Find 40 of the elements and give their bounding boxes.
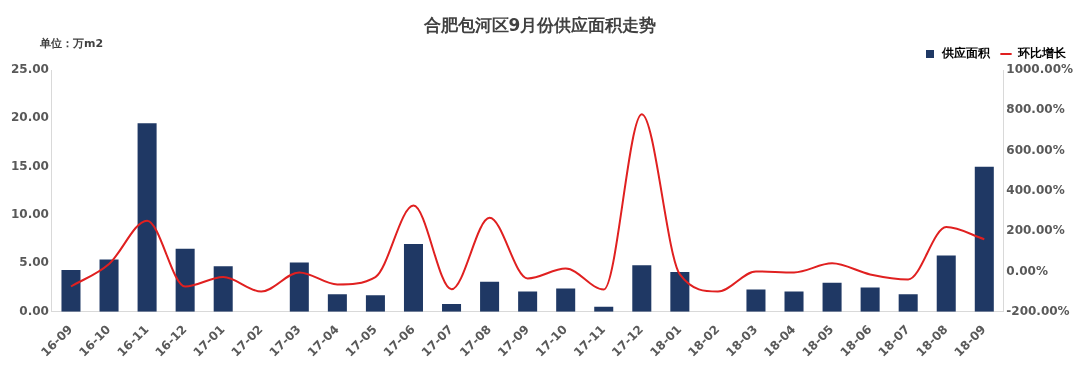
bar xyxy=(403,244,423,312)
legend-label: 供应面积 xyxy=(941,46,991,61)
bar xyxy=(213,266,233,312)
legend-label: 环比增长 xyxy=(1017,46,1067,61)
bar xyxy=(632,265,652,312)
y-tick-label: 20.00 xyxy=(10,110,49,125)
bar xyxy=(556,288,576,312)
y-tick-label: 5.00 xyxy=(19,255,49,270)
bar xyxy=(898,294,918,312)
bar xyxy=(365,295,385,312)
y2-tick-label: 400.00% xyxy=(1006,182,1065,197)
bar xyxy=(784,291,804,312)
bar xyxy=(746,289,766,312)
chart-title: 合肥包河区9月份供应面积走势 xyxy=(422,14,658,37)
y2-tick-label: 0.00% xyxy=(1006,263,1048,278)
y-tick-label: 15.00 xyxy=(10,158,49,173)
bar xyxy=(289,262,309,312)
y-tick-label: 0.00 xyxy=(19,303,49,318)
bar xyxy=(974,166,994,312)
y2-tick-label: 800.00% xyxy=(1006,102,1065,117)
y-tick-label: 25.00 xyxy=(10,62,49,77)
bar xyxy=(822,282,842,312)
bar xyxy=(61,270,81,312)
bar xyxy=(670,272,690,312)
bar xyxy=(137,123,157,312)
bar xyxy=(175,248,195,312)
y2-tick-label: 1000.00% xyxy=(1006,62,1074,77)
bar xyxy=(518,291,538,312)
line-series xyxy=(69,113,986,293)
y-axis-title: 单位：万m2 xyxy=(40,36,104,51)
bar xyxy=(480,281,500,312)
bar xyxy=(936,255,956,312)
y2-tick-label: -200.00% xyxy=(1006,303,1070,318)
y-tick-label: 10.00 xyxy=(10,207,49,222)
y2-tick-label: 200.00% xyxy=(1006,223,1065,238)
bar xyxy=(442,303,462,312)
bar xyxy=(99,259,119,312)
bar xyxy=(327,294,347,312)
bar xyxy=(860,287,880,312)
y2-tick-label: 600.00% xyxy=(1006,142,1065,157)
